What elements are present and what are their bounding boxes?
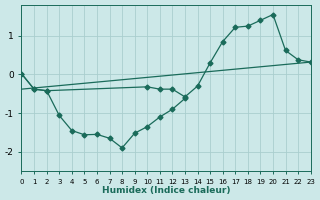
X-axis label: Humidex (Indice chaleur): Humidex (Indice chaleur): [102, 186, 230, 195]
